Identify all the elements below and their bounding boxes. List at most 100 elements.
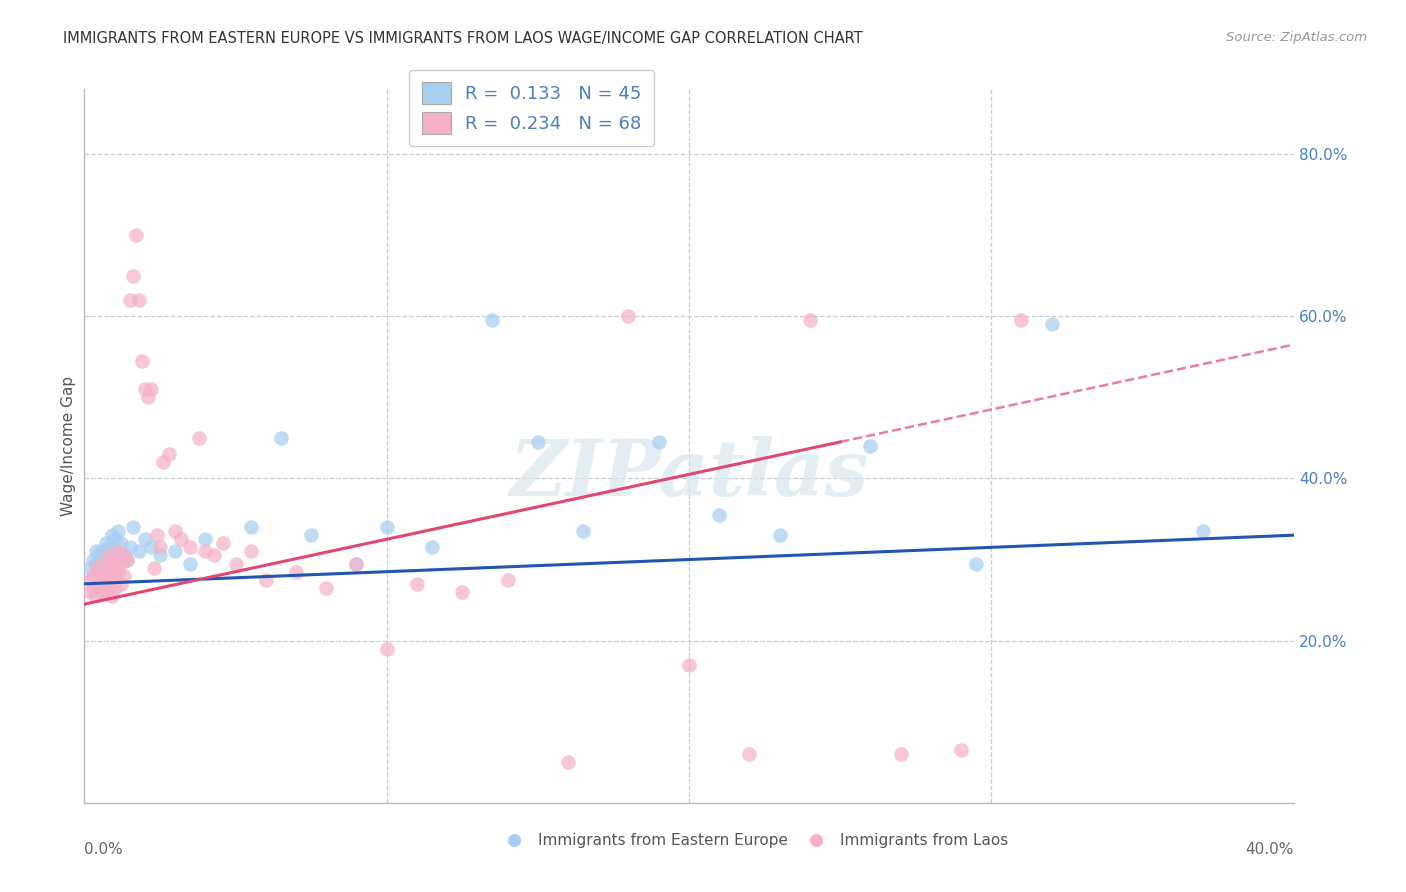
Point: [738, 747, 761, 761]
Point: [346, 557, 368, 571]
Point: [149, 549, 172, 563]
Point: [110, 536, 132, 550]
Point: [100, 528, 122, 542]
Point: [100, 565, 122, 579]
Point: [110, 557, 132, 571]
Point: [202, 549, 225, 563]
Point: [152, 455, 174, 469]
Point: [139, 541, 162, 555]
Point: [179, 557, 201, 571]
Point: [79, 573, 101, 587]
Point: [91, 557, 114, 571]
Point: [121, 520, 143, 534]
Point: [375, 641, 398, 656]
Point: [617, 310, 640, 324]
Point: [82, 568, 104, 582]
Point: [82, 552, 104, 566]
Point: [709, 508, 731, 522]
Point: [97, 568, 120, 582]
Point: [110, 577, 132, 591]
Point: [1146, 838, 1168, 852]
Point: [149, 541, 172, 555]
Point: [950, 743, 973, 757]
Point: [136, 390, 159, 404]
Point: [104, 557, 127, 571]
Point: [1011, 313, 1033, 327]
Text: Source: ZipAtlas.com: Source: ZipAtlas.com: [1226, 31, 1367, 45]
Point: [146, 528, 169, 542]
Point: [212, 536, 235, 550]
Point: [648, 434, 671, 449]
Point: [86, 557, 108, 571]
Point: [94, 536, 117, 550]
Point: [239, 520, 262, 534]
Point: [157, 447, 180, 461]
Text: IMMIGRANTS FROM EASTERN EUROPE VS IMMIGRANTS FROM LAOS WAGE/INCOME GAP CORRELATI: IMMIGRANTS FROM EASTERN EUROPE VS IMMIGR…: [63, 31, 863, 46]
Point: [134, 533, 156, 547]
Text: 40.0%: 40.0%: [1246, 842, 1294, 857]
Point: [107, 544, 129, 558]
Point: [142, 560, 165, 574]
Point: [112, 568, 135, 582]
Text: Immigrants from Laos: Immigrants from Laos: [841, 833, 1008, 847]
Point: [188, 431, 211, 445]
Point: [194, 533, 217, 547]
Point: [91, 552, 114, 566]
Point: [678, 657, 700, 672]
Point: [239, 544, 262, 558]
Point: [134, 382, 156, 396]
Point: [86, 589, 108, 603]
Point: [179, 541, 201, 555]
Text: Immigrants from Eastern Europe: Immigrants from Eastern Europe: [538, 833, 787, 847]
Point: [100, 552, 122, 566]
Point: [97, 581, 120, 595]
Point: [890, 747, 912, 761]
Point: [572, 524, 595, 538]
Point: [965, 557, 987, 571]
Point: [375, 520, 398, 534]
Point: [100, 589, 122, 603]
Point: [527, 434, 550, 449]
Y-axis label: Wage/Income Gap: Wage/Income Gap: [60, 376, 76, 516]
Point: [94, 544, 117, 558]
Point: [346, 557, 368, 571]
Point: [270, 431, 292, 445]
Point: [451, 585, 474, 599]
Point: [89, 577, 111, 591]
Point: [97, 549, 120, 563]
Point: [115, 552, 138, 566]
Point: [104, 568, 127, 582]
Point: [94, 557, 117, 571]
Text: 0.0%: 0.0%: [84, 842, 124, 857]
Point: [1040, 318, 1063, 332]
Point: [104, 533, 127, 547]
Point: [91, 568, 114, 582]
Point: [94, 585, 117, 599]
Point: [107, 565, 129, 579]
Point: [165, 544, 187, 558]
Point: [139, 382, 162, 396]
Point: [79, 560, 101, 574]
Point: [254, 573, 277, 587]
Point: [89, 557, 111, 571]
Point: [79, 585, 101, 599]
Point: [170, 533, 193, 547]
Point: [89, 549, 111, 563]
Point: [420, 541, 443, 555]
Point: [89, 565, 111, 579]
Point: [769, 528, 792, 542]
Legend: R =  0.133   N = 45, R =  0.234   N = 68: R = 0.133 N = 45, R = 0.234 N = 68: [409, 70, 654, 146]
Point: [125, 228, 148, 243]
Point: [91, 585, 114, 599]
Point: [82, 581, 104, 595]
Point: [118, 541, 141, 555]
Point: [299, 528, 322, 542]
Point: [115, 552, 138, 566]
Point: [165, 524, 187, 538]
Point: [194, 544, 217, 558]
Point: [112, 549, 135, 563]
Point: [86, 560, 108, 574]
Point: [97, 541, 120, 555]
Point: [107, 524, 129, 538]
Point: [496, 573, 519, 587]
